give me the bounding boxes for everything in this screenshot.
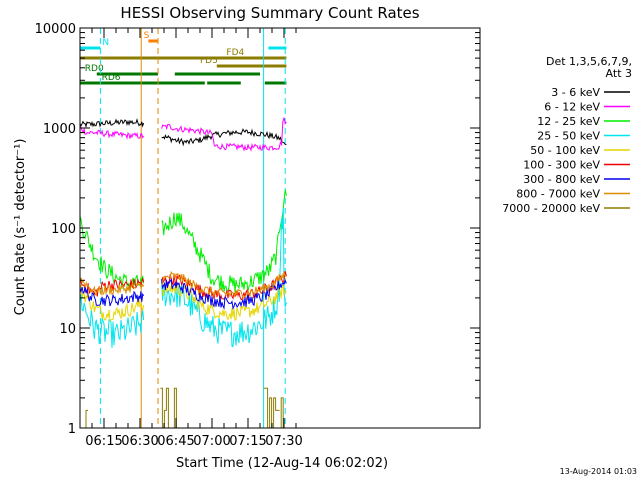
legend-label: 50 - 100 keV	[530, 144, 600, 157]
x-tick-label: 07:00	[193, 434, 230, 449]
series-lines	[79, 117, 288, 429]
series-line	[161, 128, 287, 147]
series-line	[79, 216, 145, 290]
series-line	[263, 387, 280, 429]
legend-label: 3 - 6 keV	[551, 86, 600, 99]
y-tick-label: 100	[51, 222, 76, 237]
x-tick-label: 06:30	[121, 434, 158, 449]
x-tick-label: 06:45	[157, 434, 194, 449]
x-tick-label: 06:15	[85, 434, 122, 449]
series-line	[79, 286, 145, 307]
x-tick-label: 07:15	[229, 434, 266, 449]
x-tick-label: 07:30	[265, 434, 302, 449]
series-line	[80, 409, 88, 429]
flag-label-fd5: FD5	[200, 56, 218, 66]
legend-header: Det 1,3,5,6,7,9,	[546, 55, 632, 68]
y-tick-label: 1000	[43, 122, 76, 137]
flag-label-rd6: RD6	[102, 73, 121, 83]
y-tick-label: 10000	[35, 22, 76, 37]
legend-label: 800 - 7000 keV	[516, 188, 600, 201]
flag-label-n: N	[102, 38, 109, 48]
flag-label-fd4: FD4	[226, 48, 244, 58]
series-line	[161, 271, 287, 301]
flag-label-s: S	[144, 31, 150, 41]
series-line	[79, 126, 145, 140]
footer-timestamp: 13-Aug-2014 01:03	[560, 467, 637, 476]
y-tick-label: 1	[68, 422, 76, 437]
legend-label: 25 - 50 keV	[537, 130, 600, 143]
series-line	[161, 270, 287, 299]
series-line	[79, 277, 145, 297]
series-line	[79, 284, 145, 322]
legend-label: 300 - 800 keV	[523, 173, 600, 186]
axes: 1 10 100 1000 10000 06:1506:3006:4507:0007:15…	[35, 22, 481, 449]
series-line	[279, 397, 288, 429]
y-tick-label: 10	[59, 322, 76, 337]
y-axis-label: Count Rate (s⁻¹ detector⁻¹)	[13, 139, 28, 316]
legend-label: 7000 - 20000 keV	[502, 202, 600, 215]
legend-label: 6 - 12 keV	[544, 101, 600, 114]
legend-label: 100 - 300 keV	[523, 159, 600, 172]
x-axis-label: Start Time (12-Aug-14 06:02:02)	[176, 456, 388, 471]
series-line	[161, 281, 287, 321]
legend-header: Att 3	[606, 67, 632, 80]
series-line	[79, 118, 145, 129]
series-line	[161, 117, 287, 152]
series-line	[161, 278, 287, 310]
flag-label-rd0: RD0	[85, 64, 104, 74]
series-line	[79, 294, 145, 348]
legend: Det 1,3,5,6,7,9,Att 3 3 - 6 keV 6 - 12 keV…	[502, 55, 632, 215]
chart-title: HESSI Observing Summary Count Rates	[120, 4, 419, 22]
legend-label: 12 - 25 keV	[537, 115, 600, 128]
